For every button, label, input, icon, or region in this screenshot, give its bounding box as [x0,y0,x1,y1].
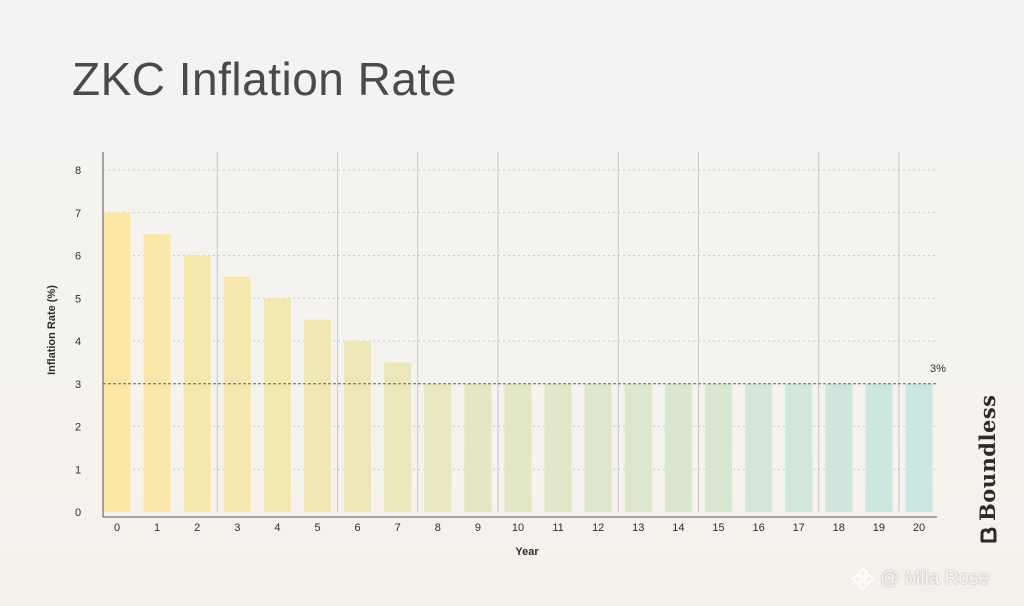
bar-year-11 [544,383,572,512]
bar-year-2 [183,255,211,512]
x-tick-9: 9 [475,522,481,534]
bar-year-20 [905,383,933,512]
brand-name: Boundless [975,394,1000,521]
bar-year-0 [103,212,131,512]
x-tick-1: 1 [154,522,160,534]
brand-logo: Boundless [975,395,1000,545]
bar-year-13 [624,383,652,512]
boundless-logo-icon [979,527,997,545]
y-tick-3: 3 [75,379,81,391]
y-axis-label: Inflation Rate (%) [46,285,58,375]
bar-year-6 [344,341,372,512]
y-tick-0: 0 [75,507,81,519]
y-tick-labels: 0 1 2 3 4 5 6 7 8 [75,165,81,519]
x-tick-17: 17 [793,522,805,534]
x-tick-11: 11 [552,522,563,534]
bar-year-12 [584,383,612,512]
bar-year-14 [664,383,692,512]
y-tick-8: 8 [75,165,81,177]
x-tick-labels: 0 1 2 3 4 5 6 7 8 9 10 11 12 13 14 15 16 17 18 19 20 [114,522,925,534]
vertical-gridlines [216,152,900,512]
y-tick-4: 4 [75,336,81,348]
bar-year-8 [424,383,452,512]
bar-year-9 [464,383,492,512]
bar-year-17 [785,383,813,512]
x-tick-18: 18 [833,522,845,534]
watermark-text: @ Mila Rose [880,568,990,589]
x-tick-10: 10 [512,522,524,534]
binance-logo-icon [851,567,875,591]
x-tick-4: 4 [274,522,280,534]
x-tick-6: 6 [355,522,361,534]
bar-year-15 [705,383,732,512]
x-tick-20: 20 [913,522,925,534]
x-tick-19: 19 [873,522,885,534]
bar-year-3 [223,276,251,512]
x-tick-15: 15 [712,522,724,534]
watermark: @ Mila Rose [851,567,990,591]
bars [103,212,933,512]
bar-year-19 [865,383,893,512]
bar-year-16 [745,383,773,512]
x-tick-7: 7 [395,522,401,534]
x-tick-5: 5 [314,522,320,534]
bar-year-5 [304,319,331,512]
x-tick-2: 2 [194,522,200,534]
y-tick-2: 2 [75,422,81,434]
chart-title: ZKC Inflation Rate [72,53,457,105]
bar-year-1 [143,234,171,512]
x-tick-13: 13 [632,522,644,534]
x-axis-label: Year [515,546,539,558]
y-tick-5: 5 [75,293,81,305]
x-tick-16: 16 [752,522,764,534]
axes [102,152,937,518]
y-tick-6: 6 [75,251,81,263]
bar-year-7 [384,362,412,512]
bar-year-10 [504,383,532,512]
reference-line: 3% [103,363,946,385]
bar-year-4 [263,298,291,512]
x-tick-12: 12 [592,522,604,534]
x-tick-0: 0 [114,522,120,534]
y-tick-1: 1 [75,464,81,476]
x-tick-14: 14 [672,522,684,534]
x-tick-3: 3 [234,522,240,534]
y-tick-7: 7 [75,208,81,220]
bar-year-18 [825,383,853,512]
x-tick-8: 8 [435,522,441,534]
reference-line-label: 3% [930,363,946,375]
